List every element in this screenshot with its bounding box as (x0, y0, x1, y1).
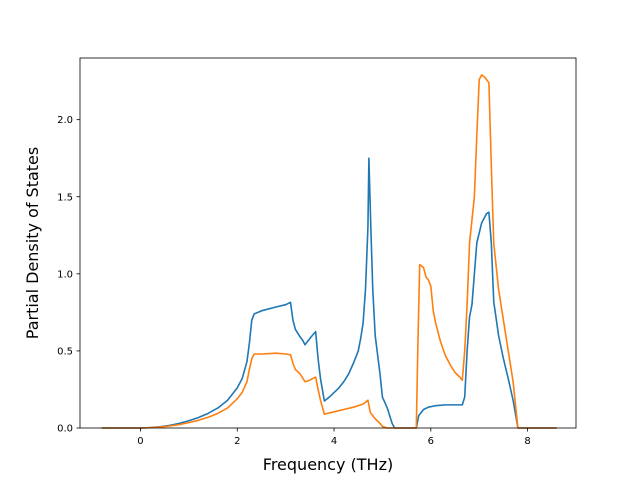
x-tick-label: 2 (234, 436, 240, 447)
x-tick-label: 8 (524, 436, 530, 447)
y-tick-label: 2.0 (57, 115, 73, 126)
x-tick-label: 0 (137, 436, 143, 447)
x-tick-label: 4 (331, 436, 337, 447)
x-axis-ticks: 0 2 4 6 8 (137, 428, 531, 447)
x-axis-label: Frequency (THz) (263, 455, 393, 474)
y-tick-label: 1.0 (57, 269, 73, 280)
y-tick-label: 0.5 (57, 346, 73, 357)
y-tick-label: 0.0 (57, 424, 73, 435)
axes-background (80, 58, 576, 428)
x-tick-label: 6 (428, 436, 434, 447)
series-line-1 (101, 157, 557, 429)
axes-frame (79, 57, 577, 429)
y-axis-ticks: 0.0 0.5 1.0 1.5 2.0 (57, 115, 80, 435)
y-axis-label: Partial Density of States (23, 147, 42, 339)
y-tick-label: 1.5 (57, 192, 73, 203)
plot-area: 0 2 4 6 8 0.0 0.5 1.0 1.5 2.0 (57, 57, 577, 447)
series-line-2 (101, 74, 557, 429)
series-layer (101, 74, 557, 429)
